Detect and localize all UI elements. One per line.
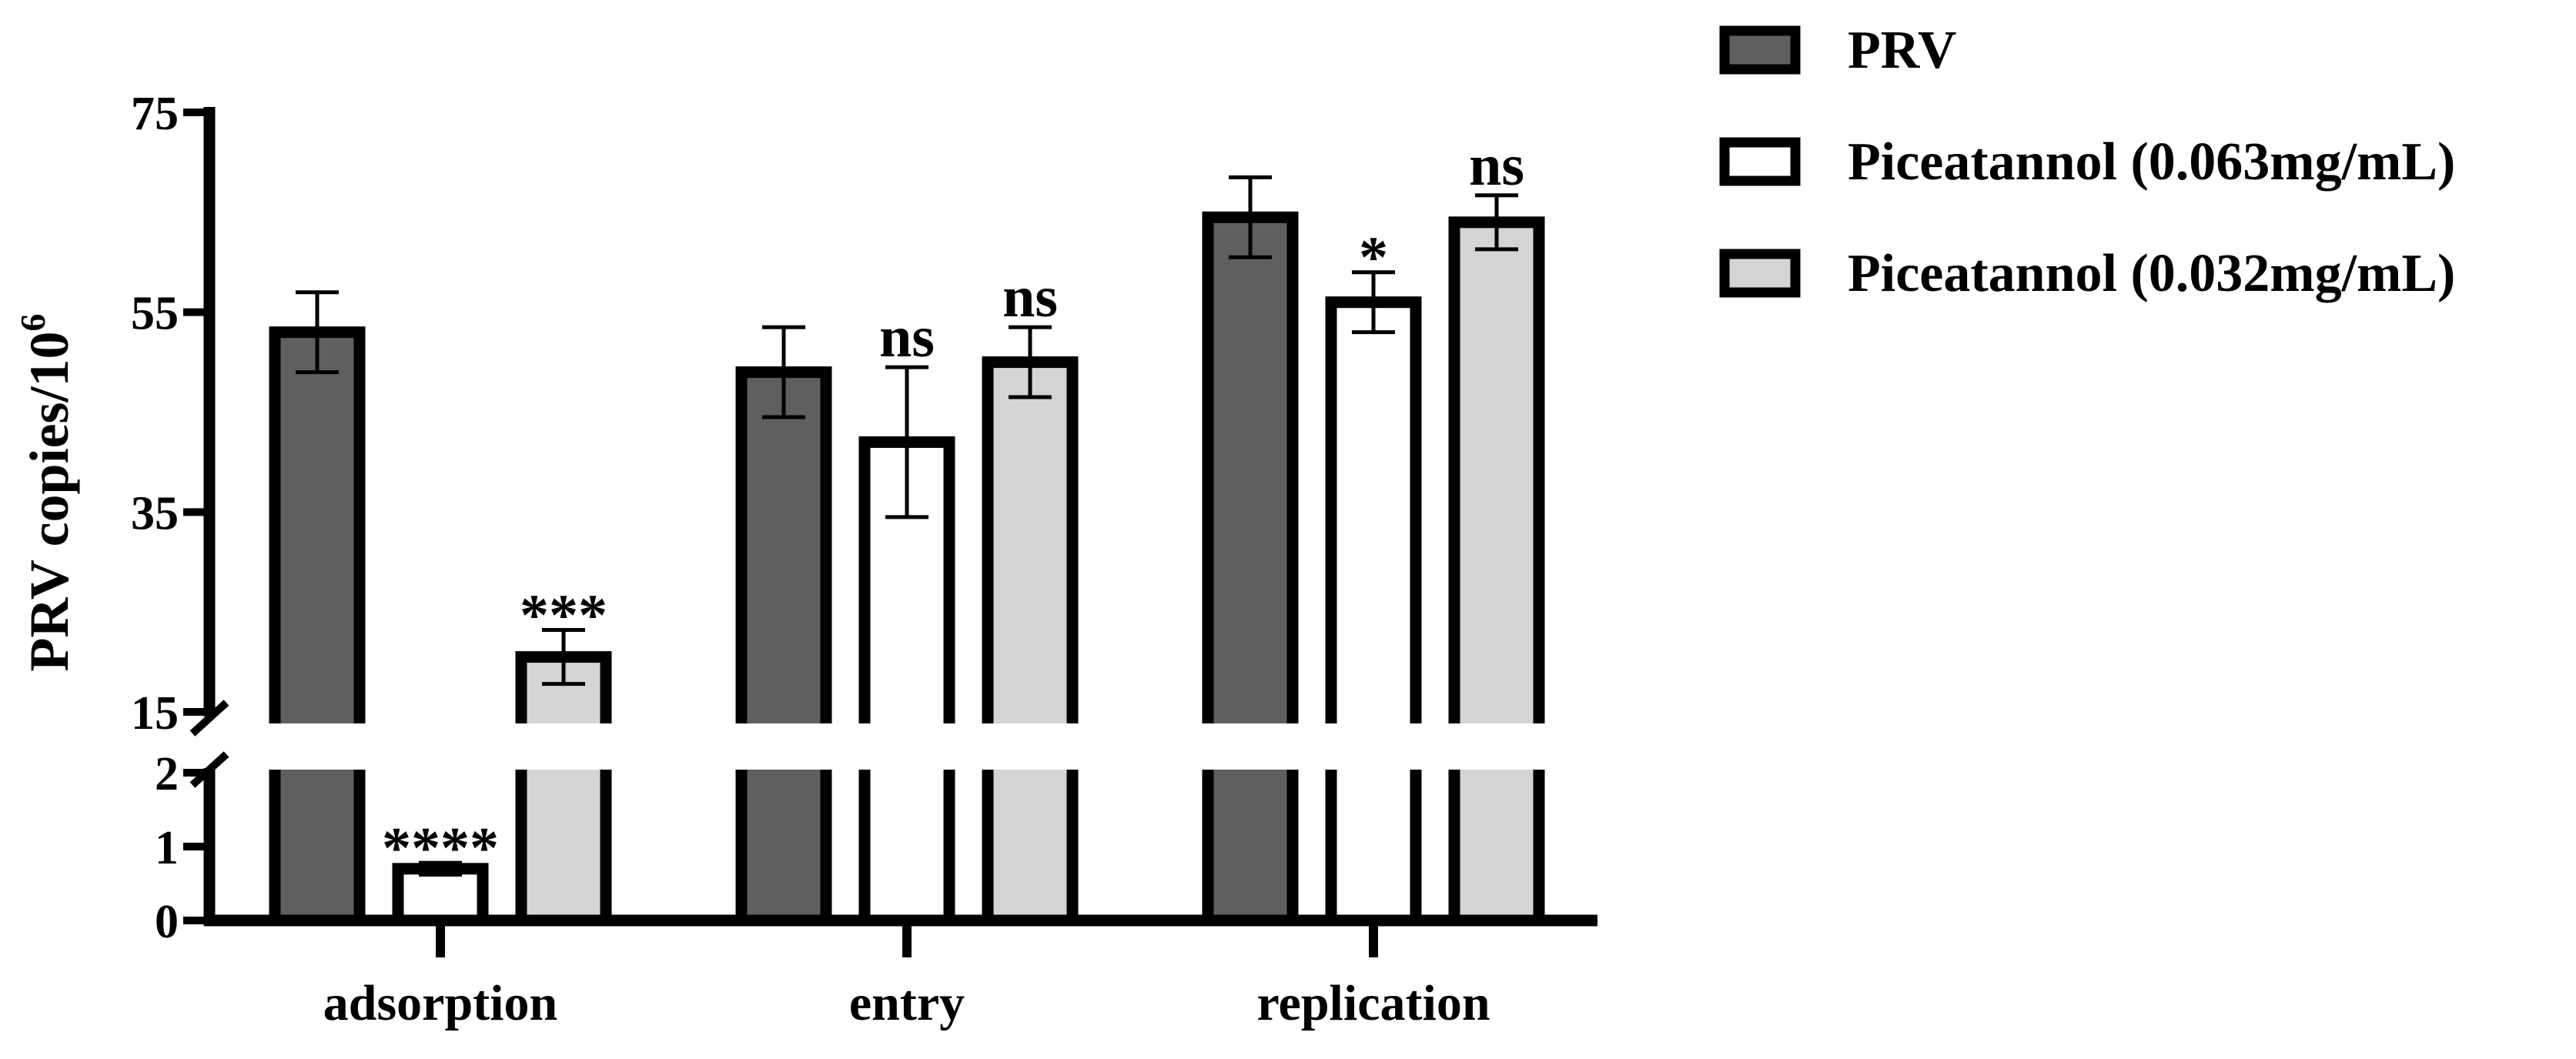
- axis-break-mark-upper: [189, 700, 229, 737]
- significance-label-replication-series-1: *: [1359, 225, 1388, 290]
- x-tick-label-replication: replication: [1256, 975, 1490, 1031]
- bar-adsorption-series-0: [269, 326, 366, 927]
- significance-label-adsorption-series-2: ***: [520, 583, 607, 648]
- bar-replication-series-0: [1202, 211, 1299, 927]
- significance-label-entry-series-1: ns: [879, 305, 935, 369]
- legend-label-series-2: Piceatannol (0.032mg/mL): [1848, 244, 2455, 303]
- legend-swatch-series-1: [1719, 137, 1801, 186]
- svg-text:PRV copies/106: PRV copies/106: [13, 313, 80, 671]
- x-tick-label-adsorption: adsorption: [323, 975, 557, 1031]
- axes-layer: 0 1 2 15 35 55 75 adsorption entry replication: [0, 88, 1613, 1031]
- bar-entry-series-0: [735, 366, 832, 927]
- significance-label-replication-series-2: ns: [1469, 133, 1524, 198]
- y-tick-label-15: 15: [131, 687, 179, 740]
- legend-swatch-series-2: [1719, 249, 1801, 298]
- legend-label-series-0: PRV: [1848, 21, 1956, 80]
- y-tick-label-0: 0: [155, 896, 179, 948]
- axis-break-gap: [0, 723, 1613, 770]
- bar-adsorption-series-2: [515, 651, 612, 927]
- x-tick-label-entry: entry: [849, 975, 965, 1031]
- bar-replication-series-2: [1448, 216, 1545, 927]
- significance-label-adsorption-series-1: ****: [382, 816, 499, 880]
- legend: PRV Piceatannol (0.063mg/mL) Piceatannol (…: [1719, 21, 2455, 303]
- y-axis-title-text: PRV copies/10: [18, 331, 80, 671]
- y-tick-label-75: 75: [131, 88, 179, 140]
- bar-entry-series-2: [982, 356, 1079, 927]
- legend-label-series-1: Piceatannol (0.063mg/mL): [1848, 132, 2455, 192]
- y-tick-label-35: 35: [131, 487, 179, 540]
- y-tick-label-55: 55: [131, 288, 179, 340]
- y-tick-label-1: 1: [155, 822, 179, 874]
- legend-swatch-series-0: [1719, 25, 1801, 75]
- y-tick-label-2: 2: [155, 748, 179, 800]
- y-axis-title-superscript: 6: [13, 313, 52, 331]
- significance-label-entry-series-2: ns: [1002, 265, 1058, 329]
- y-axis-title: PRV copies/106: [13, 313, 80, 671]
- bar-replication-series-1: [1325, 296, 1422, 927]
